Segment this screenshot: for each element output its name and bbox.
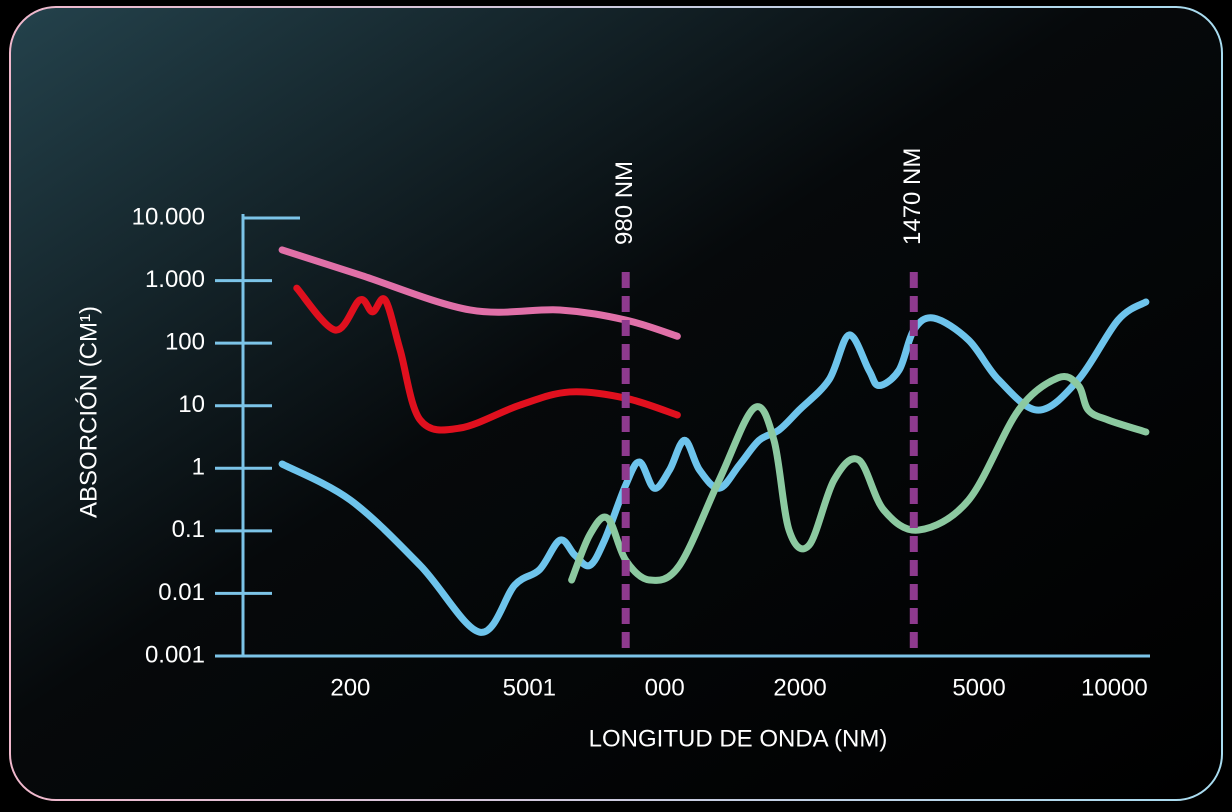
y-tick-label: 1 — [192, 454, 205, 481]
card — [9, 6, 1223, 801]
y-tick-label: 1.000 — [145, 266, 205, 293]
y-tick-label: 100 — [165, 328, 205, 355]
y-tick-label: 10 — [178, 391, 205, 418]
marker-label: 1470 NM — [899, 148, 926, 245]
x-axis-label: LONGITUD DE ONDA (NM) — [589, 725, 888, 752]
y-tick-label: 0.01 — [158, 579, 205, 606]
series-line — [293, 284, 681, 434]
series-line — [568, 372, 1150, 584]
y-tick-label: 0.1 — [172, 516, 205, 543]
x-tick-label: 200 — [330, 674, 370, 701]
y-tick-label: 10.000 — [132, 203, 205, 230]
marker-label: 980 NM — [611, 161, 638, 245]
x-tick-label: 10000 — [1081, 674, 1148, 701]
y-tick-label: 0.001 — [145, 641, 205, 668]
series-line — [278, 298, 1150, 636]
y-axis-label: ABSORCIÓN (CM¹) — [75, 306, 102, 518]
x-tick-label: 2000 — [773, 674, 826, 701]
x-tick-label: 5000 — [952, 674, 1005, 701]
x-tick-label: 5001 — [503, 674, 556, 701]
x-tick-label: 000 — [645, 674, 685, 701]
